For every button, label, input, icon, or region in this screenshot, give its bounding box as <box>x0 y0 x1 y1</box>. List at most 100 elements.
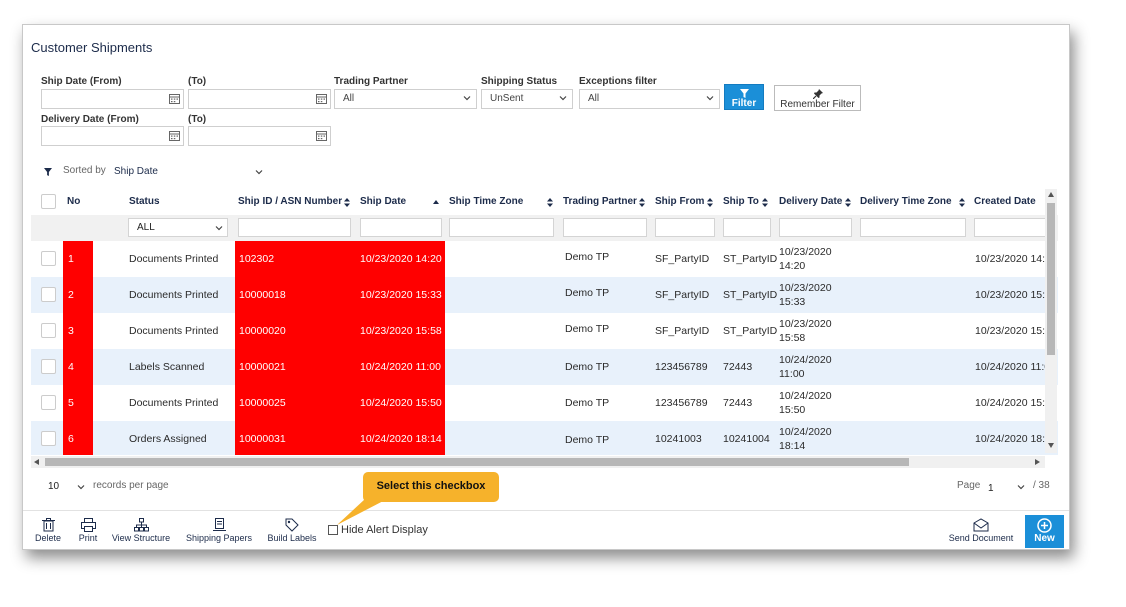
row-ship-id[interactable]: 102302 <box>235 241 356 277</box>
delivery-time-zone-filter-input[interactable] <box>860 218 966 237</box>
scroll-right-icon[interactable] <box>1035 459 1040 465</box>
delete-button[interactable]: Delete <box>34 518 62 543</box>
column-header-ship-from[interactable]: Ship From <box>655 196 705 207</box>
column-header-status[interactable]: Status <box>129 196 160 207</box>
table-row[interactable]: 3 Documents Printed 10000020 10/23/2020 … <box>31 313 1058 349</box>
row-checkbox[interactable] <box>41 287 56 302</box>
hide-alert-checkbox[interactable] <box>328 525 338 535</box>
chevron-down-icon[interactable] <box>77 483 85 491</box>
sort-icon[interactable] <box>639 198 645 207</box>
horizontal-scroll-thumb[interactable] <box>45 458 909 466</box>
row-ship-id[interactable]: 10000018 <box>235 277 356 313</box>
view-structure-button[interactable]: View Structure <box>111 518 171 543</box>
ship-date-from-input[interactable] <box>41 89 184 109</box>
funnel-icon[interactable] <box>44 168 52 176</box>
column-header-ship-id[interactable]: Ship ID / ASN Number <box>238 196 343 207</box>
callout-tooltip: Select this checkbox <box>363 472 499 502</box>
column-header-ship-time-zone[interactable]: Ship Time Zone <box>449 196 524 207</box>
trading-partner-filter-input[interactable] <box>563 218 647 237</box>
row-delivery-time: 15:50 <box>779 404 806 416</box>
table-row[interactable]: 6 Orders Assigned 10000031 10/24/2020 18… <box>31 421 1058 455</box>
row-ship-id[interactable]: 10000031 <box>235 421 356 455</box>
row-ship-id[interactable]: 10000025 <box>235 385 356 421</box>
exceptions-filter-select[interactable]: All <box>579 89 720 109</box>
row-checkbox[interactable] <box>41 251 56 266</box>
created-date-filter-input[interactable] <box>974 218 1054 237</box>
table-row[interactable]: 1 Documents Printed 102302 10/23/2020 14… <box>31 241 1058 277</box>
ship-date-to-input[interactable] <box>188 89 331 109</box>
row-number: 4 <box>63 349 93 385</box>
calendar-icon[interactable] <box>316 130 327 141</box>
column-header-ship-date[interactable]: Ship Date <box>360 196 407 207</box>
horizontal-scrollbar[interactable] <box>31 456 1045 468</box>
shipping-papers-button[interactable]: Shipping Papers <box>184 518 254 543</box>
ship-date-to-label: (To) <box>188 76 207 87</box>
vertical-scroll-thumb[interactable] <box>1047 203 1055 355</box>
scroll-down-icon[interactable] <box>1048 443 1054 448</box>
page-number-select[interactable]: 1 <box>988 483 994 494</box>
chevron-down-icon[interactable] <box>255 168 263 176</box>
delivery-date-to-input[interactable] <box>188 126 331 146</box>
callout-pointer <box>337 499 387 525</box>
row-trading-partner: Demo TP <box>565 287 610 299</box>
chevron-down-icon <box>559 96 567 101</box>
row-ship-date: 10/24/2020 11:00 <box>356 349 445 385</box>
row-ship-id[interactable]: 10000021 <box>235 349 356 385</box>
row-ship-to: ST_PartyID <box>723 289 778 301</box>
sort-ascending-icon[interactable] <box>433 198 439 207</box>
row-checkbox[interactable] <box>41 359 56 374</box>
sort-icon[interactable] <box>344 198 350 207</box>
sort-icon[interactable] <box>959 198 965 207</box>
row-status: Documents Printed <box>129 253 219 265</box>
sort-icon[interactable] <box>762 198 768 207</box>
status-filter-select[interactable]: ALL <box>128 218 228 237</box>
delivery-date-from-input[interactable] <box>41 126 184 146</box>
sort-icon[interactable] <box>845 198 851 207</box>
row-checkbox[interactable] <box>41 395 56 410</box>
row-checkbox[interactable] <box>41 431 56 446</box>
row-ship-id[interactable]: 10000020 <box>235 313 356 349</box>
exceptions-filter-value: All <box>588 93 600 104</box>
column-header-delivery-time-zone[interactable]: Delivery Time Zone <box>860 196 952 207</box>
table-row[interactable]: 5 Documents Printed 10000025 10/24/2020 … <box>31 385 1058 421</box>
column-header-trading-partner[interactable]: Trading Partner <box>563 196 637 207</box>
sort-icon[interactable] <box>547 198 553 207</box>
hide-alert-label[interactable]: Hide Alert Display <box>341 524 428 536</box>
ship-from-filter-input[interactable] <box>655 218 715 237</box>
send-document-button[interactable]: Send Document <box>948 518 1014 543</box>
remember-filter-button[interactable]: Remember Filter <box>774 85 861 111</box>
ship-to-filter-input[interactable] <box>723 218 771 237</box>
chevron-down-icon[interactable] <box>1017 483 1025 491</box>
trading-partner-select[interactable]: All <box>334 89 477 109</box>
vertical-scrollbar[interactable] <box>1045 189 1057 453</box>
select-all-checkbox[interactable] <box>41 194 56 209</box>
print-button[interactable]: Print <box>75 518 101 543</box>
row-number: 1 <box>63 241 93 277</box>
row-checkbox[interactable] <box>41 323 56 338</box>
calendar-icon[interactable] <box>316 93 327 104</box>
build-labels-button[interactable]: Build Labels <box>266 518 318 543</box>
column-header-ship-to[interactable]: Ship To <box>723 196 759 207</box>
total-pages: / 38 <box>1033 480 1050 491</box>
column-header-delivery-date[interactable]: Delivery Date <box>779 196 843 207</box>
sort-field-select[interactable]: Ship Date <box>114 166 158 177</box>
table-row[interactable]: 2 Documents Printed 10000018 10/23/2020 … <box>31 277 1058 313</box>
view-structure-label: View Structure <box>111 533 171 543</box>
calendar-icon[interactable] <box>169 93 180 104</box>
per-page-select[interactable]: 10 <box>48 481 60 492</box>
sort-icon[interactable] <box>707 198 713 207</box>
ship-id-filter-input[interactable] <box>238 218 351 237</box>
ship-time-zone-filter-input[interactable] <box>449 218 554 237</box>
new-button[interactable]: New <box>1025 515 1064 548</box>
row-ship-to: ST_PartyID <box>723 253 778 265</box>
filter-button[interactable]: Filter <box>724 84 764 110</box>
scroll-up-icon[interactable] <box>1048 192 1054 197</box>
shipping-status-select[interactable]: UnSent <box>481 89 573 109</box>
remember-filter-label: Remember Filter <box>780 99 855 110</box>
delivery-date-filter-input[interactable] <box>779 218 852 237</box>
column-header-created-date[interactable]: Created Date <box>974 196 1036 207</box>
table-row[interactable]: 4 Labels Scanned 10000021 10/24/2020 11:… <box>31 349 1058 385</box>
scroll-left-icon[interactable] <box>34 459 39 465</box>
calendar-icon[interactable] <box>169 130 180 141</box>
ship-date-filter-input[interactable] <box>360 218 442 237</box>
